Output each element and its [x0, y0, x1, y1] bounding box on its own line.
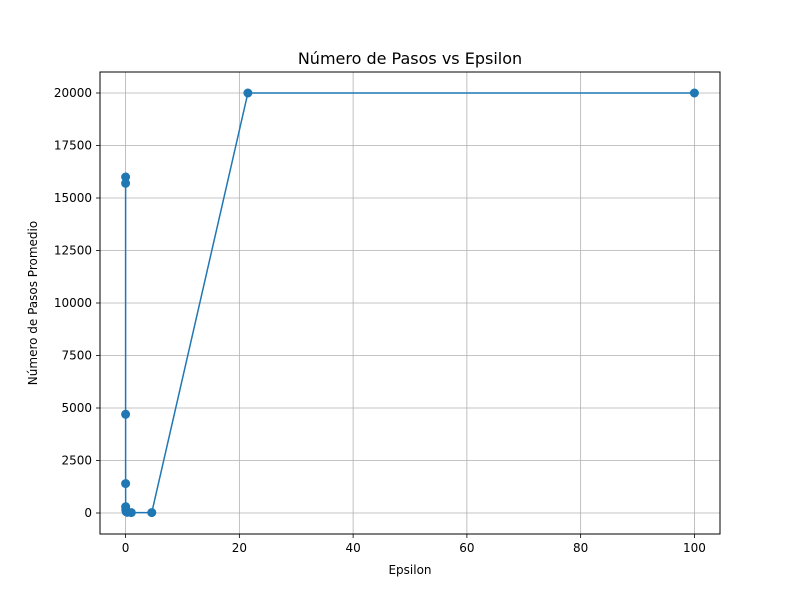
data-point: [121, 172, 131, 182]
y-axis-label: Número de Pasos Promedio: [26, 221, 40, 385]
x-tick-label: 20: [232, 541, 247, 555]
y-tick-label: 2500: [61, 454, 92, 468]
y-tick-label: 10000: [54, 296, 92, 310]
x-tick-label: 0: [122, 541, 130, 555]
data-point: [126, 508, 136, 518]
grid: [100, 72, 720, 534]
x-tick-label: 40: [345, 541, 360, 555]
y-tick-label: 0: [84, 506, 92, 520]
x-axis-label: Epsilon: [388, 563, 431, 577]
axis-ticks: 0 20 40 60 80 100 0 2500 5000 7500 10000 12500 15000…: [54, 86, 706, 555]
data-point: [147, 508, 157, 518]
y-tick-label: 7500: [61, 349, 92, 363]
chart-title: Número de Pasos vs Epsilon: [298, 49, 522, 68]
x-tick-label: 60: [459, 541, 474, 555]
data-point: [243, 88, 253, 98]
x-tick-label: 100: [683, 541, 706, 555]
y-tick-label: 12500: [54, 244, 92, 258]
data-point: [689, 88, 699, 98]
data-point: [121, 178, 131, 188]
y-tick-label: 5000: [61, 401, 92, 415]
y-tick-label: 17500: [54, 139, 92, 153]
data-point: [121, 409, 131, 419]
data-point: [121, 479, 131, 489]
series: [121, 88, 699, 518]
x-tick-label: 80: [573, 541, 588, 555]
y-tick-label: 15000: [54, 191, 92, 205]
y-tick-label: 20000: [54, 86, 92, 100]
